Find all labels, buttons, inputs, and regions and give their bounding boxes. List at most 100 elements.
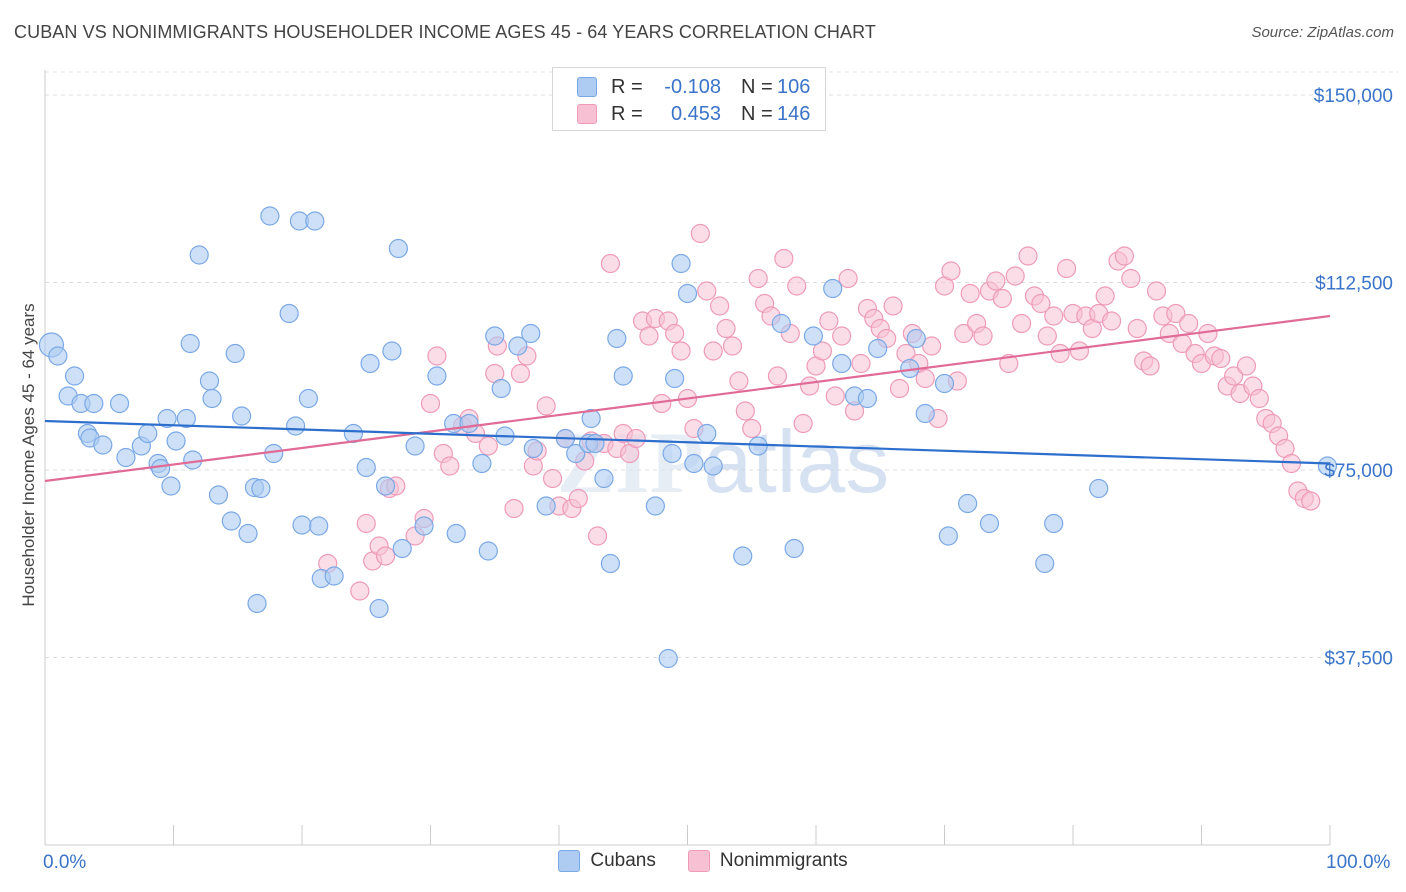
cubans-point [938,526,958,546]
nonimmigrants-point [973,326,993,346]
nonimmigrants-point [774,248,794,269]
nonimmigrants-point [735,401,755,421]
cubans-point [138,423,158,444]
cubans-point [934,373,955,394]
cubans-point [915,403,935,424]
cubans-point [677,283,698,304]
nonimmigrants-point [350,581,370,601]
cubans-point [48,346,68,366]
cubans-point [585,433,605,454]
nonimmigrants-point [1179,313,1199,334]
nonimmigrants-point [787,276,807,296]
nonimmigrants-point [941,261,961,281]
nonimmigrants-point [742,418,762,439]
cubans-point [225,343,245,364]
cubans-point [1317,456,1338,476]
nonimmigrants-point [1050,343,1070,364]
nonimmigrants-point [825,386,845,406]
nonimmigrants-point [1044,306,1064,326]
nonimmigrants-point [1121,268,1141,289]
nonimmigrants-point [504,498,524,519]
cubans-point [733,546,753,566]
nonimmigrants-point [812,341,833,361]
cubans-point [309,516,329,536]
n-label: N = [741,102,773,125]
nonimmigrants-point [883,296,903,316]
y-tick-labels: $37,500 $75,000 $112,500 $150,000 [1314,86,1393,670]
cubans-point [658,648,678,669]
cubans-point [360,353,380,374]
nonimmigrants-point [1056,258,1077,279]
cubans-point [285,416,306,436]
nonimmigrants-point [1101,311,1122,331]
nonimmigrants-point [716,318,736,339]
nonimmigrants-point [819,311,839,331]
nonimmigrants-point [915,368,935,389]
legend-item-nonimmigrants[interactable]: Nonimmigrants [687,850,848,872]
y-tick-label: $75,000 [1324,461,1393,482]
legend-item-cubans[interactable]: Cubans [558,850,656,872]
nonimmigrants-point [1127,318,1147,339]
nonimmigrants-point [729,371,749,391]
cubans-point [662,443,682,464]
cubans-point [84,393,104,414]
nonimmigrants-point [1166,303,1186,324]
cubans-point [566,443,586,464]
cubans-point [232,406,252,426]
cubans-point [491,378,511,399]
y-tick-label: $150,000 [1314,86,1393,107]
watermark: ZIPatlas [557,412,890,512]
nonimmigrants-point [1095,286,1115,306]
cubans-legend-swatch [558,850,581,872]
cubans-point [324,566,344,586]
cubans-point [645,496,665,516]
nonimmigrants-point [722,336,743,356]
cubans-point [906,328,926,349]
n-label: N = [741,75,773,98]
nonimmigrants-point [356,513,376,534]
nonimmigrants-point [1005,266,1025,286]
cubans-point [183,450,203,470]
nonimmigrants-point [665,323,685,344]
n-value-cubans: 106 [777,75,811,98]
cubans-point [581,408,601,429]
cubans-point [176,408,196,429]
cubans-point [521,323,541,344]
nonimmigrants-point [697,281,717,301]
cubans-point [292,515,312,535]
nonimmigrants-point [536,396,556,416]
nonimmigrants-point [1211,348,1231,369]
cubans-point [771,313,791,334]
cubans-point [279,303,299,324]
y-tick-label: $37,500 [1324,649,1393,670]
nonimmigrants-point [999,353,1019,374]
nonimmigrants-point [1249,388,1269,409]
nonimmigrants-point [1069,341,1090,361]
cubans-point [247,593,267,614]
nonimmigrants-point [748,268,768,289]
nonimmigrants-point [767,366,788,386]
cubans-point [64,366,85,386]
cubans-point [600,553,621,574]
r-label: R = [611,75,643,98]
cubans-point [382,341,402,361]
cubans-point [180,333,200,354]
cubans-point [697,423,717,444]
nonimmigrants-point [1224,366,1244,386]
r-value-cubans: -0.108 [664,75,721,98]
nonimmigrants-point [703,341,723,361]
cubans-point [392,538,412,559]
cubans-point [202,388,222,409]
cubans-point [607,328,627,349]
nonimmigrants-point [587,526,608,546]
cubans-point [199,371,220,391]
nonimmigrants-point [420,393,441,414]
cubans-point [478,541,498,561]
cubans-point [665,368,685,389]
cubans-point [369,598,389,619]
trend-lines [44,314,1331,483]
nonimmigrants-point [851,353,871,374]
nonimmigrants-point [1114,246,1135,266]
cubans-point [251,478,271,499]
cubans-point [671,253,691,274]
